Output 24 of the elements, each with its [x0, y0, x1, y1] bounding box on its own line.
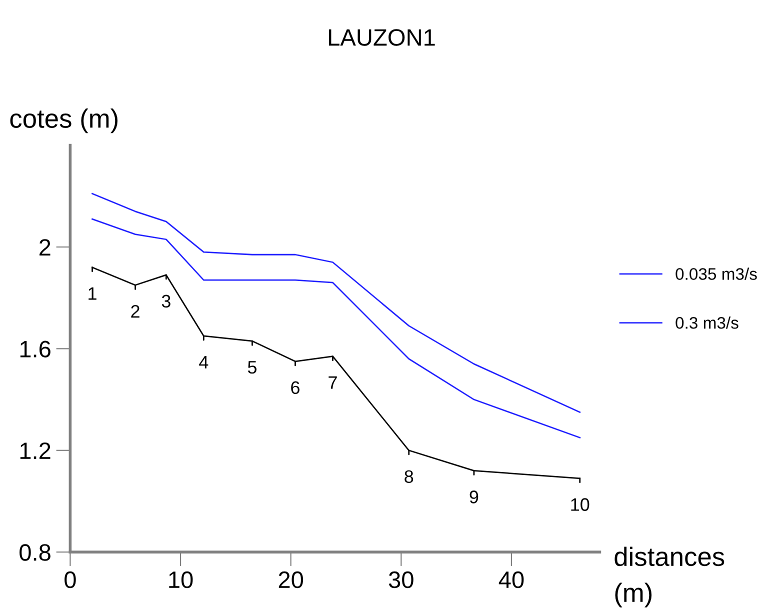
annotation: 5: [248, 361, 256, 374]
annotation: 6: [291, 381, 300, 394]
annotation: 8: [404, 470, 414, 483]
y-tick-label: 1.2: [20, 442, 50, 459]
legend-label: 0.035 m3/s: [676, 268, 757, 280]
x-axis-title: distances (m): [614, 546, 724, 608]
y-axis-title: cotes (m): [10, 108, 118, 134]
legend-label: 0.3 m3/s: [676, 316, 738, 329]
x-tick-label: 0: [64, 571, 76, 588]
annotation: 3: [162, 294, 170, 308]
annotation: 7: [328, 376, 337, 389]
x-tick-label: 30: [388, 571, 414, 588]
annotation: 9: [470, 490, 478, 504]
annotation: 2: [131, 304, 140, 318]
y-tick-label: 1.6: [20, 340, 50, 358]
y-tick-label: 2: [40, 239, 50, 256]
x-tick-label: 10: [169, 571, 193, 588]
x-tick-label: 20: [278, 571, 304, 588]
annotation: 10: [571, 498, 590, 511]
annotation: 1: [88, 287, 96, 300]
annotation: 4: [199, 356, 208, 368]
chart-title: LAUZON1: [328, 29, 435, 46]
y-tick-label: 0.8: [20, 544, 50, 561]
x-tick-label: 40: [498, 571, 524, 588]
